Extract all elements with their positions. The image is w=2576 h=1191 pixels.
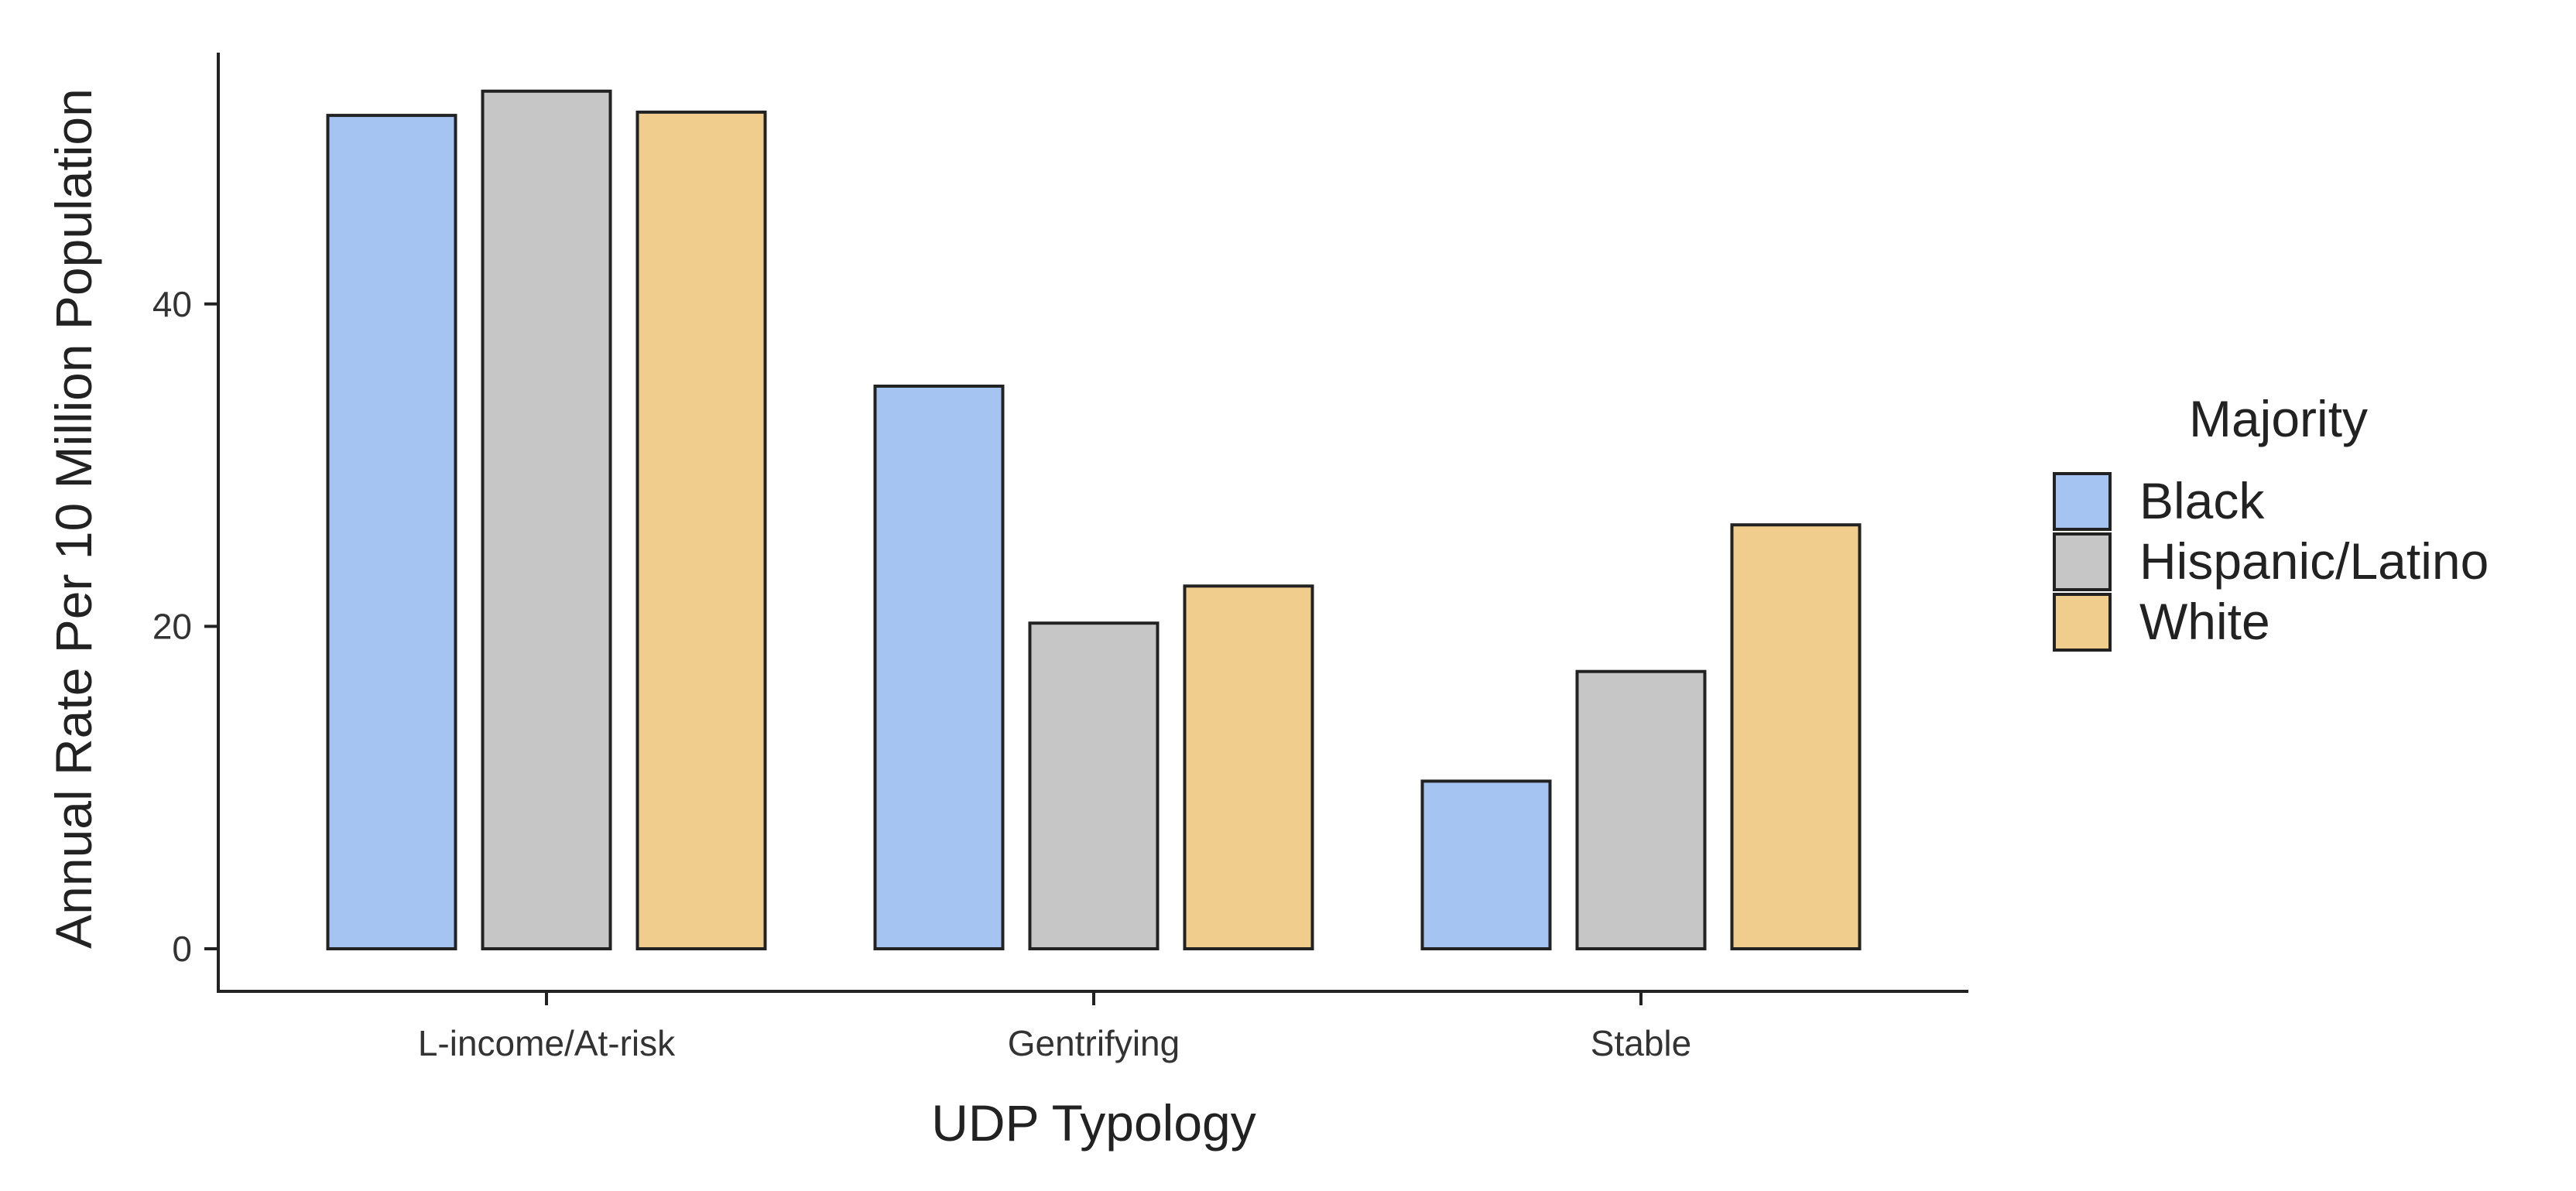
bar-stable-black <box>1420 779 1552 951</box>
bar-l-income-at-risk-white <box>635 110 767 950</box>
legend-swatch <box>2053 593 2112 652</box>
bar-gentrifying-white <box>1183 584 1314 950</box>
legend-label: White <box>2139 593 2270 650</box>
bar-stable-white <box>1730 523 1862 950</box>
legend-label: Black <box>2139 472 2265 529</box>
bar-stable-hispanic-latino <box>1575 669 1707 950</box>
y-tick-label: 0 <box>172 929 192 969</box>
y-ticks: 0 20 40 <box>152 284 218 969</box>
legend-title: Majority <box>2189 390 2368 447</box>
bars-layer <box>326 89 1862 951</box>
x-tick-label: Gentrifying <box>1008 1023 1180 1063</box>
bar-l-income-at-risk-black <box>326 114 457 951</box>
x-tick-label: L-income/At-risk <box>418 1023 676 1063</box>
bar-gentrifying-hispanic-latino <box>1028 621 1160 950</box>
y-tick-label: 40 <box>152 284 192 324</box>
legend-swatch <box>2053 532 2112 591</box>
bar-l-income-at-risk-hispanic-latino <box>481 89 612 950</box>
x-tick-label: Stable <box>1591 1023 1691 1063</box>
bar-gentrifying-black <box>873 385 1005 950</box>
legend-label: Hispanic/Latino <box>2139 532 2489 590</box>
x-ticks: L-income/At-risk Gentrifying Stable <box>418 991 1691 1063</box>
x-axis-title: UDP Typology <box>931 1094 1255 1152</box>
y-tick-label: 20 <box>152 606 192 646</box>
y-axis-title: Annual Rate Per 10 Million Population <box>45 88 102 949</box>
legend-swatch <box>2053 472 2112 531</box>
